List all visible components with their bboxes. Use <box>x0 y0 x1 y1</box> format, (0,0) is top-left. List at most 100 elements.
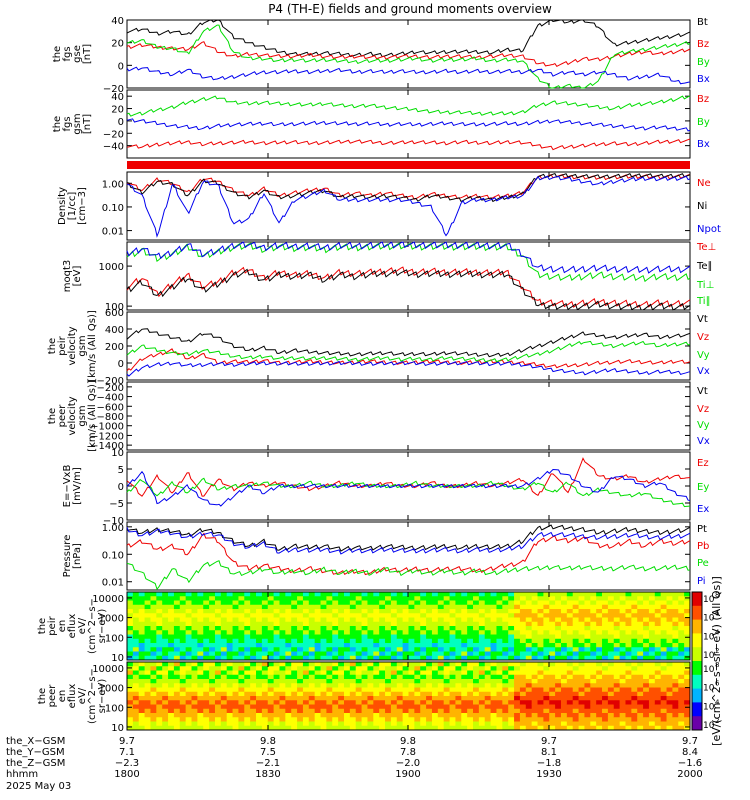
spectrogram-cell <box>631 670 638 676</box>
spectrogram-cell <box>209 596 216 601</box>
spectrogram-cell <box>279 708 286 714</box>
spectrogram-cell <box>297 596 304 601</box>
spectrogram-cell <box>590 655 597 661</box>
spectrogram-cell <box>250 621 257 627</box>
spectrogram-cell <box>666 679 673 684</box>
spectrogram-cell <box>302 662 310 667</box>
spectrogram-cell <box>232 630 239 635</box>
spectrogram-cell <box>185 621 192 627</box>
spectrogram-cell <box>138 721 145 727</box>
spectrogram-cell <box>338 613 345 618</box>
spectrogram-cell <box>361 592 368 597</box>
spectrogram-cell <box>613 687 621 693</box>
spectrogram-cell <box>449 655 456 661</box>
spectrogram-cell <box>420 713 427 718</box>
spectrogram-cell <box>150 691 157 697</box>
spectrogram-cell <box>408 604 415 610</box>
spectrogram-cell <box>338 621 345 627</box>
colorbar-swatch <box>692 592 702 607</box>
spectrogram-cell <box>256 630 263 635</box>
spectrogram-cell <box>390 721 398 727</box>
spectrogram-cell <box>144 643 151 648</box>
spectrogram-cell <box>555 713 562 718</box>
spectrogram-cell <box>531 666 538 671</box>
spectrogram-cell <box>461 679 468 684</box>
spectrogram-cell <box>267 704 275 710</box>
spectrogram-cell <box>437 600 445 606</box>
spectrogram-cell <box>173 647 181 652</box>
spectrogram-cell <box>684 604 691 610</box>
spectrogram-cell <box>461 725 468 731</box>
spectrogram-cell <box>426 643 433 648</box>
spectrogram-cell <box>267 651 275 657</box>
spectrogram-cell <box>156 647 163 652</box>
spectrogram-cell <box>261 630 269 635</box>
spectrogram-cell <box>631 696 638 701</box>
spectrogram-cell <box>373 666 380 671</box>
spectrogram-cell <box>267 687 275 693</box>
spectrogram-cell <box>209 651 216 657</box>
spectrogram-cell <box>449 621 456 627</box>
spectrogram-cell <box>613 609 621 614</box>
spectrogram-cell <box>578 604 585 610</box>
spectrogram-cell <box>625 670 632 676</box>
spectrogram-cell <box>355 721 362 727</box>
spectrogram-cell <box>220 674 228 680</box>
spectrogram-cell <box>502 662 509 667</box>
spectrogram-cell <box>502 713 509 718</box>
spectrogram-cell <box>267 725 275 731</box>
spectrogram-cell <box>361 613 368 618</box>
spectrogram-cell <box>279 626 286 631</box>
spectrogram-cell <box>250 613 257 618</box>
spectrogram-cell <box>144 613 151 618</box>
spectrogram-cell <box>578 683 585 688</box>
spectrogram-cell <box>414 666 421 671</box>
spectrogram-cell <box>156 704 163 710</box>
spectrogram-cell <box>367 717 374 722</box>
legend-entry: Te⊥ <box>696 242 716 253</box>
spectrogram-cell <box>449 596 456 601</box>
spectrogram-cell <box>144 725 151 731</box>
spectrogram-cell <box>519 696 527 701</box>
y-tick-label: −5 <box>109 499 124 510</box>
spectrogram-cell <box>543 630 550 635</box>
spectrogram-cell <box>602 596 609 601</box>
spectrogram-cell <box>525 617 533 623</box>
spectrogram-cell <box>179 670 187 676</box>
spectrogram-cell <box>596 613 603 618</box>
spectrogram-cell <box>367 721 374 727</box>
colorbar-tick-exponent: 6 <box>715 680 720 688</box>
colorbar-tick-exponent: 2 <box>715 647 719 655</box>
spectrogram-cell <box>396 617 404 623</box>
spectrogram-cell <box>437 674 445 680</box>
spectrogram-cell <box>549 713 556 718</box>
spectrogram-cell <box>666 662 673 667</box>
spectrogram-cell <box>578 696 585 701</box>
spectrogram-cell <box>197 696 204 701</box>
spectrogram-cell <box>273 617 280 623</box>
spectrogram-cell <box>238 617 245 623</box>
spectrogram-cell <box>238 638 245 644</box>
spectrogram-cell <box>654 704 662 710</box>
spectrogram-cell <box>302 617 310 623</box>
spectrogram-cell <box>297 630 304 635</box>
spectrogram-cell <box>209 647 216 652</box>
spectrogram-cell <box>267 655 275 661</box>
spectrogram-cell <box>531 651 538 657</box>
spectrogram-cell <box>127 670 134 676</box>
spectrogram-cell <box>648 600 656 606</box>
series-line-Te⊥ <box>126 266 691 309</box>
spectrogram-cell <box>414 617 421 623</box>
spectrogram-cell <box>437 721 445 727</box>
spectrogram-cell <box>590 700 597 705</box>
spectrogram-cell <box>261 609 269 614</box>
spectrogram-cell <box>455 674 462 680</box>
spectrogram-cell <box>244 696 251 701</box>
spectrogram-cell <box>179 651 187 657</box>
spectrogram-cell <box>467 621 474 627</box>
spectrogram-cell <box>214 713 222 718</box>
spectrogram-cell <box>490 721 497 727</box>
spectrogram-cell <box>279 666 286 671</box>
spectrogram-cell <box>549 655 556 661</box>
spectrogram-cell <box>361 674 368 680</box>
